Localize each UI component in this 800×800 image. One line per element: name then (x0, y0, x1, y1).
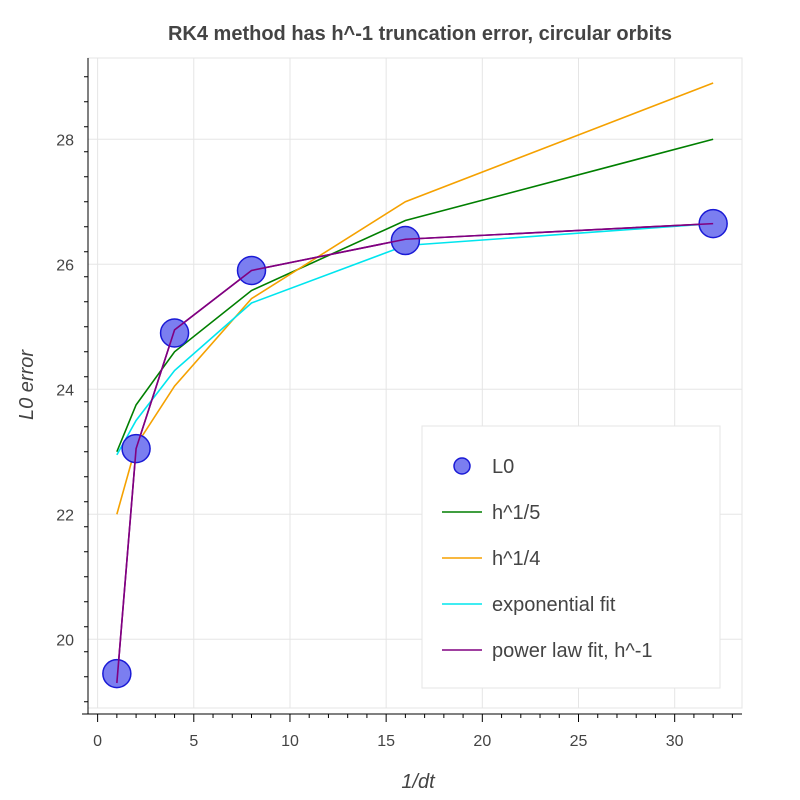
legend-label: h^1/4 (492, 548, 540, 570)
legend-label: h^1/5 (492, 502, 540, 524)
x-tick-label: 25 (570, 733, 588, 750)
x-tick-label: 5 (189, 733, 198, 750)
y-tick-label: 26 (56, 257, 74, 274)
series-line-top (116, 222, 714, 684)
x-tick-label: 0 (93, 733, 102, 750)
x-tick-label: 20 (473, 733, 491, 750)
y-tick-label: 20 (56, 632, 74, 649)
data-point (390, 225, 421, 256)
legend: L0 h^1/5 h^1/4 exponential fit power law fit… (421, 425, 721, 689)
axes: 0 5 10 15 20 25 30 20 22 24 26 28 (56, 58, 742, 750)
x-axis-label: 1/dt (401, 771, 436, 793)
legend-label: power law fit, h^-1 (492, 640, 653, 662)
x-tick-label: 30 (666, 733, 684, 750)
data-point (159, 318, 190, 348)
x-tick-label: 10 (281, 733, 299, 750)
legend-label: L0 (492, 456, 514, 478)
y-tick-label: 28 (56, 132, 74, 149)
grid (87, 57, 743, 709)
series-line-1 (116, 138, 714, 453)
chart-title: RK4 method has h^-1 truncation error, ci… (168, 23, 672, 45)
y-tick-label: 22 (56, 507, 74, 524)
legend-label: exponential fit (492, 594, 616, 616)
x-tick-label: 15 (377, 733, 395, 750)
y-tick-label: 24 (56, 382, 74, 399)
legend-box (421, 425, 721, 689)
y-axis-label: L0 error (16, 349, 38, 420)
legend-marker (453, 457, 471, 475)
series-layer (102, 82, 728, 689)
series-line-3 (116, 222, 714, 456)
